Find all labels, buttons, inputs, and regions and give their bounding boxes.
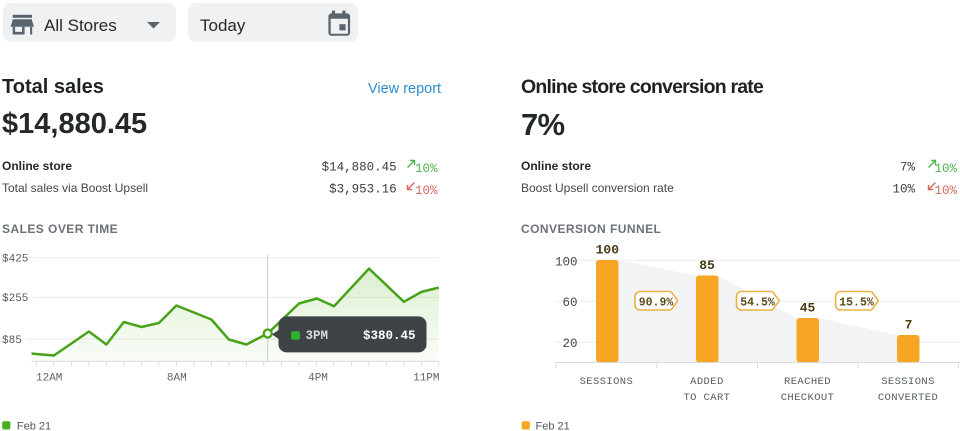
svg-text:10%: 10% (934, 162, 957, 176)
svg-text:ADDED: ADDED (690, 376, 724, 388)
svg-text:10%: 10% (892, 183, 915, 197)
svg-text:CHECKOUT: CHECKOUT (781, 392, 835, 404)
svg-text:100: 100 (596, 243, 620, 258)
svg-text:$3,953.16: $3,953.16 (329, 183, 397, 197)
svg-text:Feb 21: Feb 21 (536, 421, 570, 431)
svg-text:$425: $425 (2, 254, 28, 266)
svg-text:REACHED: REACHED (784, 376, 831, 388)
svg-text:7%: 7% (900, 161, 916, 175)
svg-text:45: 45 (800, 301, 816, 316)
svg-text:10%: 10% (415, 184, 438, 198)
svg-text:100: 100 (555, 256, 578, 270)
svg-text:8AM: 8AM (167, 373, 187, 385)
svg-text:12AM: 12AM (36, 373, 62, 385)
svg-text:60: 60 (562, 296, 577, 310)
svg-text:90.9%: 90.9% (639, 297, 674, 310)
svg-text:11PM: 11PM (413, 373, 439, 385)
svg-text:SESSIONS: SESSIONS (580, 376, 634, 388)
svg-text:10%: 10% (934, 184, 957, 198)
svg-text:$85: $85 (2, 335, 22, 347)
svg-text:Feb 21: Feb 21 (17, 421, 51, 431)
svg-text:4PM: 4PM (308, 373, 328, 385)
svg-text:15.5%: 15.5% (839, 297, 874, 310)
svg-text:7: 7 (905, 318, 913, 333)
svg-text:20: 20 (562, 337, 577, 351)
svg-text:SESSIONS: SESSIONS (881, 376, 935, 388)
svg-text:10%: 10% (415, 162, 438, 176)
svg-text:85: 85 (699, 258, 715, 273)
svg-text:$14,880.45: $14,880.45 (322, 161, 397, 175)
svg-text:$380.45: $380.45 (363, 329, 416, 343)
svg-text:54.5%: 54.5% (740, 297, 775, 310)
svg-text:3PM: 3PM (306, 329, 329, 343)
svg-text:CONVERTED: CONVERTED (878, 392, 938, 404)
svg-text:TO CART: TO CART (683, 392, 730, 404)
svg-text:$255: $255 (2, 293, 28, 305)
